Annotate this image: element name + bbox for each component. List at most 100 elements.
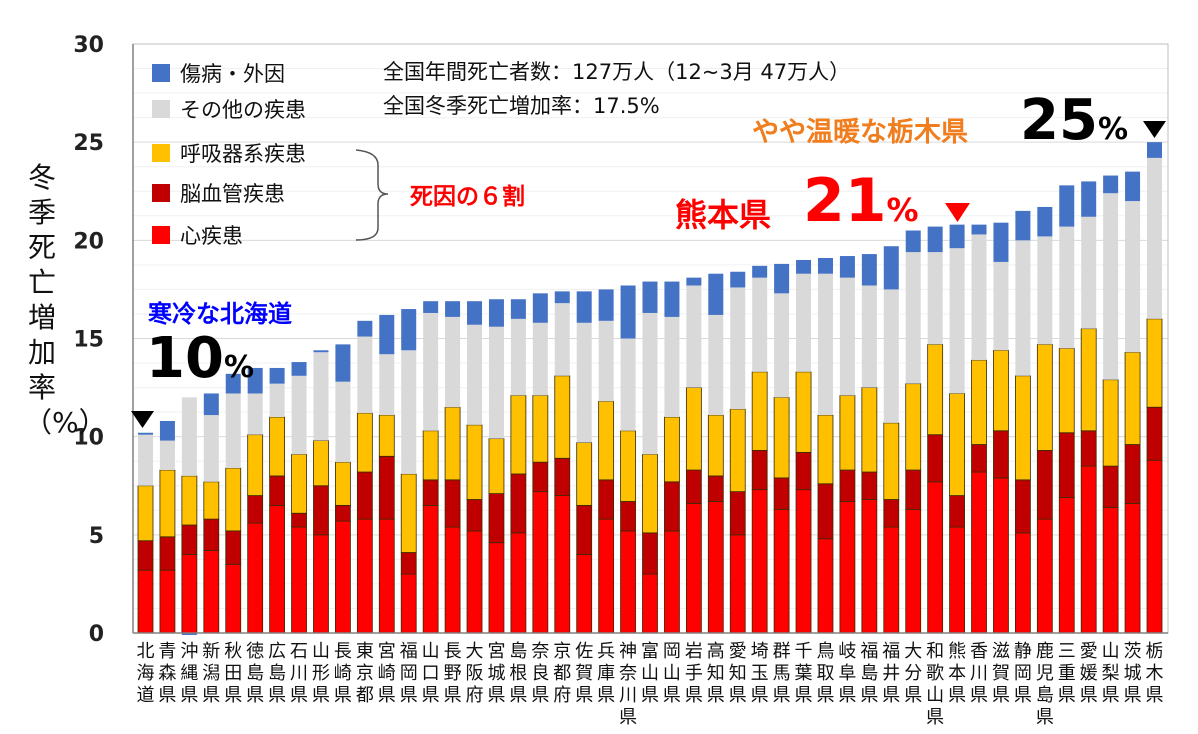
bar-segment xyxy=(817,258,833,274)
bar-segment xyxy=(729,408,746,493)
bar-segment xyxy=(137,485,154,542)
bar-segment xyxy=(137,540,154,571)
legend-swatch xyxy=(152,64,170,82)
bar-segment xyxy=(971,444,987,473)
bar-segment xyxy=(291,362,307,376)
bar-segment xyxy=(291,526,307,634)
bar-segment xyxy=(357,336,373,414)
bar-segment xyxy=(467,301,483,325)
bar-segment xyxy=(905,508,922,634)
bar-segment xyxy=(642,281,658,313)
bar-segment xyxy=(839,256,855,278)
x-tick-label: 鳥取県 xyxy=(816,641,834,706)
x-tick-label: 茨城県 xyxy=(1124,641,1142,706)
x-tick-label: 東京都 xyxy=(356,641,374,706)
bar-segment xyxy=(269,416,286,477)
bar-segment xyxy=(138,432,153,435)
bar-segment xyxy=(620,530,636,634)
x-tick-label: 千葉県 xyxy=(795,641,813,706)
bar-segment xyxy=(356,471,373,520)
y-tick-label: 25 xyxy=(73,131,104,156)
bar-segment xyxy=(949,526,965,634)
bar-segment xyxy=(773,508,790,634)
bar-segment xyxy=(159,469,176,538)
bar-segment xyxy=(1103,175,1119,194)
x-tick-label: 富山県 xyxy=(641,641,659,706)
bar-segment xyxy=(1059,185,1075,227)
x-tick-label: 長崎県 xyxy=(334,641,352,706)
bar-segment xyxy=(576,442,593,506)
bar-segment xyxy=(532,461,549,493)
bar-segment xyxy=(401,309,417,351)
bar-segment xyxy=(203,518,220,551)
bar-segment xyxy=(752,277,768,372)
x-tick-label: 滋賀県 xyxy=(992,641,1010,706)
bar-segment xyxy=(291,512,307,528)
x-tick-label: 三重県 xyxy=(1058,641,1076,706)
bar-segment xyxy=(269,367,285,384)
bar-segment xyxy=(949,393,965,496)
bar-segment xyxy=(620,501,636,532)
legend-label: その他の疾患 xyxy=(180,98,306,122)
bar-segment xyxy=(379,354,395,416)
bar-segment xyxy=(905,469,922,510)
bar-segment xyxy=(225,393,241,469)
hokkaido-value-number: 10 xyxy=(146,326,224,391)
bar-segment xyxy=(1124,351,1141,445)
hokkaido-marker-triangle xyxy=(131,411,154,428)
bar-segment xyxy=(1081,181,1097,217)
x-tick-label: 長野県 xyxy=(444,641,462,706)
y-tick-labels: 0 5 10 15 20 25 30 xyxy=(73,33,104,647)
bar-segment xyxy=(203,393,219,416)
axes xyxy=(132,43,1169,634)
bar-segment xyxy=(445,316,461,408)
bar-segment xyxy=(467,324,483,425)
bar-segment xyxy=(510,395,527,475)
x-tick-label: 宮崎県 xyxy=(378,641,396,706)
bar-segment xyxy=(1102,379,1119,467)
bar-segment xyxy=(532,293,548,323)
bar-segment xyxy=(729,534,746,634)
bar-segment xyxy=(730,271,746,288)
bar-segment xyxy=(554,291,570,304)
bar-segment xyxy=(1037,236,1053,345)
bar-segment xyxy=(707,414,724,477)
bar-segment xyxy=(664,416,680,483)
bar-segment xyxy=(708,314,724,416)
bar-segment xyxy=(313,440,329,487)
bar-segment xyxy=(905,252,921,384)
bar-segment xyxy=(159,440,175,471)
bar-segment xyxy=(532,491,549,634)
bar-segment xyxy=(488,438,505,495)
bar-segment xyxy=(949,248,965,394)
bar-segment xyxy=(642,453,658,534)
x-tick-label: 大阪府 xyxy=(466,641,484,706)
bar-segment xyxy=(620,285,636,339)
bar-segment xyxy=(422,504,439,634)
y-axis-label: 冬季死亡増加率（%） xyxy=(24,161,107,439)
bar-segment xyxy=(774,263,790,294)
bar-segment xyxy=(927,343,944,436)
bar-segment xyxy=(532,322,548,396)
bar-segment xyxy=(137,569,154,634)
bar-segment xyxy=(993,477,1009,634)
x-tick-label: 愛知県 xyxy=(729,641,747,706)
x-tick-label: 福岡県 xyxy=(400,641,418,706)
bar-segment xyxy=(1036,450,1053,520)
bar-segment xyxy=(707,475,724,502)
bar-segment xyxy=(1059,226,1075,349)
bar-segment xyxy=(379,314,395,355)
bar-segment xyxy=(291,453,307,514)
bar-segment xyxy=(422,479,439,506)
y-tick-label: 0 xyxy=(89,622,104,647)
bracket-icon xyxy=(355,149,389,241)
bar-segment xyxy=(554,457,571,496)
bar-segment xyxy=(861,499,878,634)
bar-segment xyxy=(247,434,264,496)
bar-segment xyxy=(1014,532,1031,634)
bar-segment xyxy=(883,526,900,634)
tochigi-value-number: 25 xyxy=(1020,88,1098,153)
bar-segment xyxy=(159,569,176,634)
x-tick-label: 福島県 xyxy=(860,641,878,706)
bar-segment xyxy=(423,301,439,313)
